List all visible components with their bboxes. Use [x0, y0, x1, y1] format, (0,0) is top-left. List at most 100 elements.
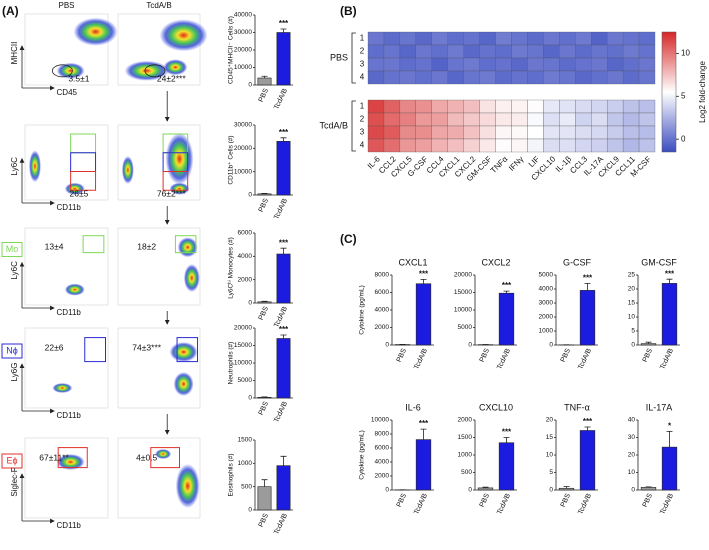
gate: [176, 337, 199, 363]
population-label: Eϕ: [6, 455, 17, 465]
population-label: Mo: [6, 244, 19, 254]
y-tick-label: 4000: [375, 459, 390, 466]
y-tick-label: 6000: [238, 230, 253, 237]
y-tick-label: 20000: [234, 145, 252, 152]
y-tick-label: 1500: [458, 434, 473, 441]
heatmap-cell: [463, 57, 480, 72]
error-bar: [482, 486, 489, 488]
y-tick-label: 0: [631, 487, 635, 494]
heatmap-cell: [591, 70, 608, 85]
x-tick-label: TcdA/B: [273, 400, 289, 423]
heatmap-cell: [527, 125, 544, 140]
error-bar: [666, 278, 673, 284]
x-tick-label: PBS: [258, 512, 270, 528]
panel-label: (B): [340, 4, 357, 18]
bar: [661, 446, 678, 491]
colorbar-tick-label: 5: [681, 91, 686, 100]
y-tick-label: 0: [248, 395, 252, 402]
density-cloud: [64, 182, 85, 195]
y-tick-label: 10: [628, 314, 636, 321]
density-cloud: [52, 383, 73, 393]
density-cloud: [28, 150, 41, 183]
y-tick-label: 1000: [458, 452, 473, 459]
density-cloud: [177, 237, 198, 258]
y-tick-label: 10000: [454, 307, 472, 314]
significance: ***: [583, 417, 593, 426]
heatmap-cell: [607, 99, 624, 114]
heatmap-cell: [591, 99, 608, 114]
heatmap-cell: [591, 44, 608, 59]
heatmap-cell: [591, 57, 608, 72]
heatmap-cell: [622, 31, 640, 46]
error-bar: [503, 437, 510, 443]
gate-percentage: 13±4: [45, 242, 64, 252]
heatmap-cell: [607, 57, 624, 72]
row-label: 1: [360, 34, 365, 43]
x-tick-label: PBS: [560, 492, 572, 508]
heatmap-cell: [383, 99, 401, 114]
error-bar: [280, 137, 287, 142]
flow-plot: [24, 327, 109, 409]
heatmap-cell: [447, 99, 464, 114]
y-tick-label: 10000: [371, 417, 389, 424]
heatmap-cell: [638, 125, 656, 140]
gate: [51, 64, 73, 78]
heatmap-cell: [431, 112, 448, 127]
population-box: [1, 242, 23, 257]
x-tick-label: PBS: [258, 305, 270, 321]
heatmap-cell: [367, 125, 385, 140]
column-header: PBS: [58, 1, 74, 10]
heatmap-cell: [447, 57, 464, 72]
y-tick-label: 500: [461, 469, 472, 476]
heatmap-cell: [447, 138, 464, 153]
heatmap-cell: [463, 112, 480, 127]
y-tick-label: 20: [628, 286, 636, 293]
x-tick-label: TcdA/B: [659, 347, 675, 370]
error-bar: [584, 426, 591, 431]
y-tick-label: 2000: [458, 417, 473, 424]
heatmap-cell: [415, 99, 432, 114]
error-bar: [280, 28, 287, 33]
column-header: TcdA/B: [146, 1, 171, 10]
x-tick-label: TcdA/B: [413, 347, 429, 370]
heatmap-cell: [622, 138, 640, 153]
heatmap-cell: [559, 44, 576, 59]
y-tick-label: 30000: [234, 122, 252, 129]
y-tick-label: 8000: [375, 272, 390, 279]
y-tick-label: 2000: [375, 324, 390, 331]
heatmap-cell: [575, 70, 592, 85]
heatmap-cell: [399, 31, 416, 46]
population-box: [1, 453, 23, 469]
chart-title: CXCL2: [481, 257, 510, 267]
y-tick-label: 0: [248, 507, 252, 514]
significance: ***: [665, 269, 675, 278]
bar: [661, 283, 678, 346]
row-label: 3: [360, 128, 365, 137]
heatmap-cell: [367, 57, 385, 72]
y-axis-label: Neutrophils (#): [228, 342, 235, 385]
y-tick-label: 30: [628, 434, 636, 441]
y-tick-label: 8000: [375, 431, 390, 438]
y-tick-label: 40000: [234, 12, 252, 19]
y-tick-label: 0: [549, 342, 553, 349]
gate-percentage: 67±11**: [39, 452, 69, 462]
heatmap-cell: [367, 44, 385, 59]
heatmap-cell: [463, 31, 480, 46]
heatmap-cell: [559, 57, 576, 72]
y-tick-label: 20: [628, 452, 636, 459]
density-cloud: [163, 59, 188, 76]
heatmap-cell: [431, 44, 448, 59]
y-tick-label: 2000: [539, 314, 554, 321]
y-tick-label: 25: [628, 272, 636, 279]
y-tick-label: 3000: [539, 300, 554, 307]
heatmap-cell: [431, 70, 448, 85]
group-label: TcdA/B: [319, 120, 348, 130]
gate-percentage: 18±2: [137, 242, 156, 252]
heatmap-cell: [559, 70, 576, 85]
heatmap-cell: [559, 125, 576, 140]
row-label: 1: [360, 102, 365, 111]
chart-title: G-CSF: [563, 257, 592, 267]
error-bar: [666, 430, 673, 448]
heatmap-cell: [543, 125, 560, 140]
heatmap-cell: [495, 70, 512, 85]
